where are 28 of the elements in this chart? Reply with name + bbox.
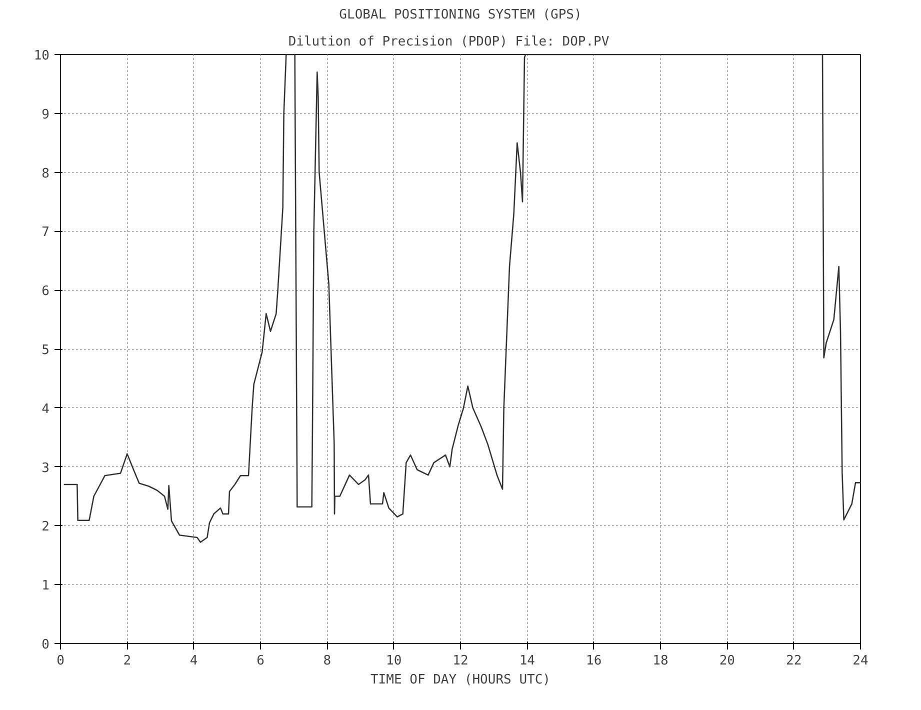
y-tick-label: 9 [42, 107, 50, 122]
x-tick-label: 18 [652, 654, 668, 668]
y-tick-label: 1 [42, 578, 50, 594]
y-tick-label: 5 [42, 343, 50, 358]
x-tick-label: 4 [190, 654, 198, 668]
x-tick-label: 24 [852, 654, 868, 668]
x-axis-title: TIME OF DAY (HOURS UTC) [370, 672, 551, 688]
chart-subtitle: Dilution of Precision (PDOP) File: DOP.PV [288, 34, 610, 50]
y-tick-label: 7 [42, 225, 50, 240]
x-tick-label: 20 [719, 654, 735, 668]
y-tick-label: 10 [34, 48, 50, 64]
x-tick-label: 22 [786, 654, 802, 668]
y-tick-label: 0 [42, 638, 50, 652]
x-tick-label: 10 [386, 654, 402, 668]
y-tick-label: 2 [42, 520, 50, 535]
y-tick-label: 3 [42, 460, 50, 476]
x-tick-label: 14 [519, 654, 536, 668]
x-tick-label: 2 [123, 654, 132, 668]
chart-title: GLOBAL POSITIONING SYSTEM (GPS) [339, 8, 582, 22]
y-tick-label: 4 [42, 402, 50, 417]
y-tick-label: 6 [42, 284, 50, 300]
x-tick-label: 6 [256, 654, 264, 668]
x-tick-label: 12 [452, 654, 468, 668]
x-tick-label: 16 [586, 654, 602, 668]
y-tick-label: 8 [42, 166, 50, 182]
x-tick-label: 0 [56, 654, 64, 668]
line-series [63, 54, 860, 543]
x-tick-label: 8 [323, 654, 332, 668]
